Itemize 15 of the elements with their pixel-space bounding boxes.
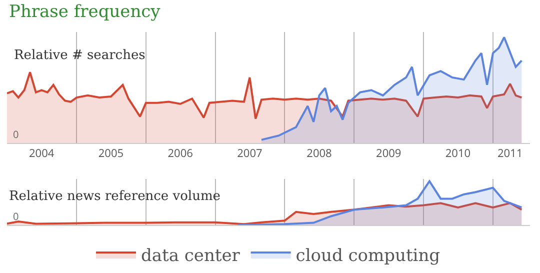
chart-title: Phrase frequency bbox=[9, 2, 161, 22]
x-tick-label: 2004 bbox=[29, 146, 55, 162]
x-tick-label: 2009 bbox=[376, 146, 402, 162]
x-tick-label: 2010 bbox=[445, 146, 471, 162]
x-tick-label: 2008 bbox=[306, 146, 332, 162]
x-tick-label: 2011 bbox=[497, 146, 523, 162]
legend-label: cloud computing bbox=[296, 246, 440, 266]
legend-label: data center bbox=[141, 246, 241, 266]
text: Relative # searches bbox=[14, 48, 146, 63]
annotation: 0 bbox=[13, 209, 19, 223]
annotation: 0 bbox=[13, 127, 19, 141]
x-tick-label: 2007 bbox=[237, 146, 262, 162]
text: Relative news reference volume bbox=[9, 189, 221, 204]
x-tick-label: 2005 bbox=[98, 146, 124, 162]
x-tick-label: 2006 bbox=[168, 146, 193, 162]
